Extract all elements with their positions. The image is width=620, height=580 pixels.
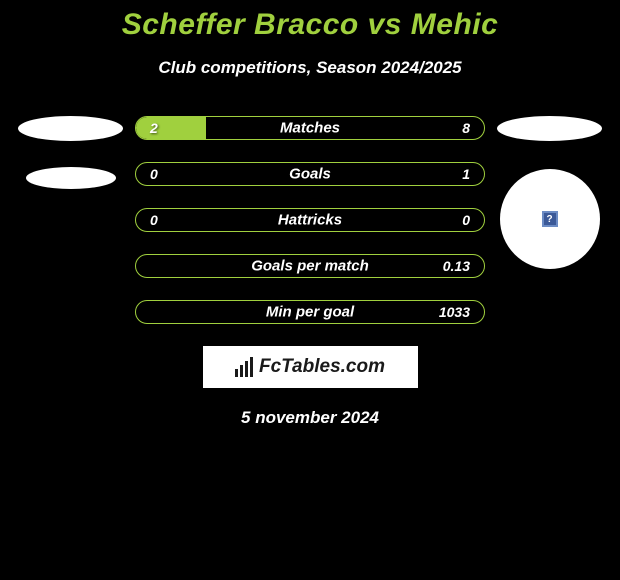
comparison-widget: Scheffer Bracco vs Mehic Club competitio… xyxy=(0,0,620,428)
stat-label: Matches xyxy=(280,120,340,137)
stat-bar: Goals per match 0.13 xyxy=(135,254,485,278)
fctables-logo[interactable]: FcTables.com xyxy=(203,346,418,388)
logo-text: FcTables.com xyxy=(259,356,385,378)
stat-right-value: 8 xyxy=(462,120,470,136)
stat-label: Min per goal xyxy=(266,304,354,321)
player2-avatar-placeholder xyxy=(497,116,602,141)
logo-bars-icon xyxy=(235,357,253,377)
stat-label: Hattricks xyxy=(278,212,342,229)
stat-label: Goals xyxy=(289,166,331,183)
stat-label: Goals per match xyxy=(251,258,369,275)
stat-right-value: 1 xyxy=(462,166,470,182)
stat-right-value: 0 xyxy=(462,212,470,228)
player2-column: ? xyxy=(497,116,602,269)
stat-left-value: 0 xyxy=(150,166,158,182)
stat-left-value: 0 xyxy=(150,212,158,228)
stats-bars: 2 Matches 8 0 Goals 1 0 Hattricks 0 Goals per mat… xyxy=(135,116,485,324)
stat-right-value: 0.13 xyxy=(443,258,470,274)
stat-bar: 2 Matches 8 xyxy=(135,116,485,140)
stat-bar: Min per goal 1033 xyxy=(135,300,485,324)
date-text: 5 november 2024 xyxy=(0,408,620,428)
badge-icon: ? xyxy=(542,211,558,227)
stat-left-value: 2 xyxy=(150,120,158,136)
player1-avatar-placeholder xyxy=(18,116,123,141)
subtitle: Club competitions, Season 2024/2025 xyxy=(0,58,620,78)
stat-bar: 0 Hattricks 0 xyxy=(135,208,485,232)
player2-team-badge: ? xyxy=(500,169,600,269)
player1-team-placeholder xyxy=(26,167,116,189)
stats-area: 2 Matches 8 0 Goals 1 0 Hattricks 0 Goals per mat… xyxy=(0,116,620,324)
stat-bar: 0 Goals 1 xyxy=(135,162,485,186)
stat-right-value: 1033 xyxy=(439,304,470,320)
page-title: Scheffer Bracco vs Mehic xyxy=(0,8,620,42)
player1-column xyxy=(18,116,123,189)
stat-fill xyxy=(136,117,206,139)
